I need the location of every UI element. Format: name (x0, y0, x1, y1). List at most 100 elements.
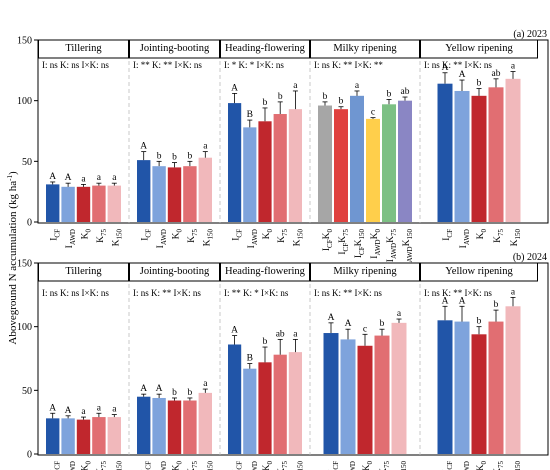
bar (273, 354, 287, 454)
bar (92, 417, 106, 454)
bar (198, 157, 212, 222)
significance-letter: b (278, 92, 283, 102)
significance-letter: A (442, 63, 449, 73)
x-tick-label-sub: 75 (191, 461, 199, 469)
x-tick-label: K75 (277, 229, 289, 243)
x-tick-label-main: I (50, 238, 60, 241)
x-tick-label-sub: 0 (266, 461, 274, 465)
x-tick-label-main: K (187, 236, 197, 243)
x-tick-label-sub: 0 (85, 461, 93, 465)
x-tick-label-sub: CF (358, 246, 366, 255)
x-tick-label: IAWD (459, 229, 471, 248)
x-tick-label-sub: 150 (115, 229, 123, 240)
x-tick-label: IAWDK75 (386, 229, 398, 263)
x-tick-label: K75 (277, 461, 289, 470)
significance-letter: A (459, 70, 466, 80)
bar (46, 184, 60, 222)
x-tick-label-sub: 150 (296, 461, 304, 470)
significance-letter: a (511, 287, 516, 297)
bar (505, 78, 521, 223)
x-tick-label: IAWD (156, 461, 168, 470)
stage-header-box (420, 262, 538, 282)
x-tick-label-main: K (81, 464, 91, 470)
bar (340, 339, 356, 454)
x-tick-label-main: I (156, 245, 166, 248)
x-tick-label-sub: 150 (400, 461, 408, 470)
x-tick-label-main: K (379, 468, 389, 470)
significance-letter: b (188, 151, 193, 161)
x-tick-label-main: I (65, 245, 75, 248)
significance-letter: a (112, 173, 117, 183)
x-tick-label: K150 (202, 229, 214, 247)
x-tick-label: K150 (292, 229, 304, 247)
x-tick-label: ICF (442, 229, 454, 241)
x-tick-label: ICF (232, 229, 244, 241)
y-tick-label: 150 (17, 259, 32, 270)
x-tick-label-sub: 150 (514, 229, 522, 240)
stage-title: Heading-flowering (225, 43, 306, 54)
x-tick-label-sub: 0 (85, 229, 93, 233)
significance-letter: c (363, 324, 367, 334)
x-tick-label: K150 (396, 461, 408, 470)
anova-text: I: ns K: ** I×K: ns (133, 288, 201, 298)
x-tick-label: IAWD (247, 461, 259, 470)
x-tick-label: K75 (379, 461, 391, 470)
bar (366, 118, 380, 222)
stage-group: Heading-flowering I: ** K: * I×K: ns A ICF B… (220, 262, 310, 470)
significance-letter: A (442, 296, 449, 306)
significance-letter: A (49, 172, 56, 182)
x-tick-label-main: K (277, 236, 287, 243)
x-tick-label-main: K (354, 239, 364, 246)
x-tick-label-sub: CF (342, 243, 350, 252)
x-tick-label-sub: 0 (366, 461, 374, 465)
significance-letter: a (397, 309, 402, 319)
x-tick-label-main: K (510, 239, 520, 246)
anova-text: I: ** K: ** I×K: ns (133, 60, 202, 70)
x-tick-label-sub: AWD (69, 229, 77, 245)
x-tick-label: K150 (111, 229, 123, 247)
x-tick-label-main: K (262, 232, 272, 239)
bar (167, 167, 182, 222)
x-tick-label-main: K (172, 232, 182, 239)
bar (471, 334, 487, 454)
panels: 0 50 100 150 (a) 2023 Tillering I: ns K: ns I×… (17, 29, 549, 470)
stage-group: Jointing-booting I: ns K: ** I×K: ns A ICF A… (129, 262, 220, 470)
x-tick-label-sub: AWD (251, 229, 259, 245)
x-tick-label: K75 (96, 461, 108, 470)
y-axis-label: Aboveground N accumulation (kg ha-1) (6, 171, 19, 345)
significance-letter: a (511, 62, 516, 72)
bar (488, 87, 504, 222)
x-tick-label: K150 (111, 461, 123, 470)
bar (243, 368, 257, 454)
bar (76, 419, 91, 454)
x-tick-label-sub: 0 (326, 229, 334, 233)
x-tick-label-main: K (370, 232, 380, 239)
y-axis-label-close: ) (7, 171, 19, 175)
bar (92, 185, 106, 222)
x-tick-label-sub: AWD (69, 461, 77, 470)
significance-letter: a (293, 329, 298, 339)
panel-label: (a) 2023 (513, 29, 547, 40)
x-tick-label: K75 (187, 229, 199, 243)
x-tick-label-main: K (202, 239, 212, 246)
x-tick-label-sub: CF (236, 461, 244, 470)
x-tick-label-sub: 75 (383, 461, 391, 469)
x-tick-label: IAWD (65, 229, 77, 248)
x-tick-label-sub: CF (145, 229, 153, 238)
x-tick-label-sub: CF (332, 461, 340, 470)
y-tick-label: 0 (27, 218, 32, 229)
x-tick-label-main: K (172, 464, 182, 470)
x-tick-label: K150 (510, 461, 522, 470)
x-tick-label: K0 (262, 461, 274, 470)
x-tick-label: ICF (232, 461, 244, 470)
x-tick-label-main: I (141, 238, 151, 241)
x-tick-label: K75 (493, 461, 505, 470)
x-tick-label: ICF (141, 229, 153, 241)
bar (258, 362, 272, 454)
x-tick-label-sub: 150 (514, 461, 522, 470)
significance-letter: c (371, 108, 375, 118)
y-axis-label-text: Aboveground N accumulation (kg ha (7, 181, 19, 345)
x-tick-label-sub: 75 (390, 229, 398, 237)
